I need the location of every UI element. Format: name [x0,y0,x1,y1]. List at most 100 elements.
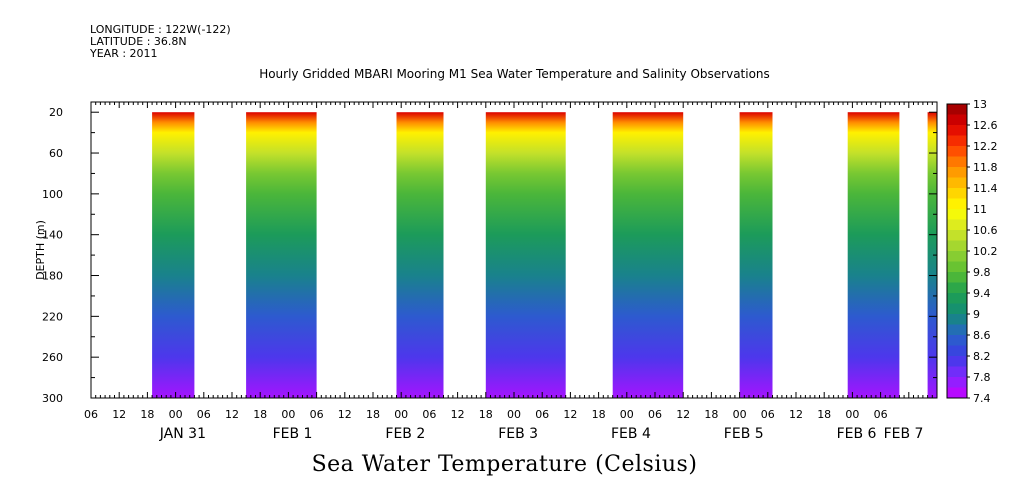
x-tick-label: 06 [310,408,324,421]
x-tick-label: 06 [648,408,662,421]
colorbar-segment [947,314,967,325]
y-tick-label: 180 [42,270,63,283]
data-block-8 [927,112,937,398]
colorbar-label: 8.6 [973,329,991,342]
x-tick-label: 00 [507,408,521,421]
chart-title: Hourly Gridded MBARI Mooring M1 Sea Wate… [259,67,770,81]
latitude-label: LATITUDE : 36.8N [90,35,187,48]
x-tick-label: 18 [140,408,154,421]
colorbar-label: 9 [973,308,980,321]
colorbar-segment [947,104,967,115]
x-tick-label: 18 [479,408,493,421]
x-tick-label: 06 [197,408,211,421]
x-tick-label: 06 [422,408,436,421]
y-tick-label: 300 [42,392,63,405]
year-label: YEAR : 2011 [90,47,158,60]
colorbar-label: 12.6 [973,119,998,132]
colorbar-label: 11 [973,203,987,216]
x-tick-label: 18 [592,408,606,421]
colorbar-segment [947,198,967,210]
data-block-5 [612,112,684,398]
x-tick-label: 00 [620,408,634,421]
colorbar-label: 11.4 [973,182,998,195]
x-day-label: FEB 6 [837,426,877,442]
colorbar-segment [947,167,967,178]
x-tick-label: 12 [225,408,239,421]
colorbar-label: 10.2 [973,245,998,258]
x-tick-label: 00 [281,408,295,421]
x-tick-label: 12 [789,408,803,421]
colorbar-segment [947,240,967,252]
x-tick-label: 18 [817,408,831,421]
x-day-label: FEB 2 [385,426,425,442]
colorbar-segment [947,345,967,357]
x-tick-label: 12 [112,408,126,421]
data-block-7 [847,112,900,398]
x-tick-label: 12 [451,408,465,421]
colorbar-label: 12.2 [973,140,998,153]
colorbar-label: 9.8 [973,266,991,279]
colorbar-segment [947,251,967,262]
x-day-label: JAN 31 [159,426,206,442]
variable-title: Sea Water Temperature (Celsius) [311,452,698,477]
colorbar-segment [947,387,967,399]
colorbar-segment [947,177,967,189]
colorbar-segment [947,324,967,336]
colorbar-segment [947,230,967,241]
colorbar-segment [947,261,967,273]
colorbar-segment [947,366,967,378]
y-tick-label: 100 [42,188,63,201]
colorbar-segment [947,356,967,367]
colorbar-segment [947,125,967,136]
y-axis-label: DEPTH (m) [34,220,47,280]
x-day-label: FEB 1 [273,426,313,442]
data-block-1 [152,112,195,398]
data-block-4 [485,112,566,398]
colorbar-label: 13 [973,98,987,111]
y-tick-label: 260 [42,351,63,364]
x-tick-label: 00 [845,408,859,421]
colorbar-segment [947,114,967,126]
y-tick-label: 140 [42,229,63,242]
colorbar-segment [947,303,967,315]
y-tick-label: 220 [42,310,63,323]
x-day-label: FEB 7 [884,426,924,442]
colorbar-segment [947,156,967,168]
longitude-label: LONGITUDE : 122W(-122) [90,23,231,36]
colorbar-segment [947,272,967,283]
colorbar-segment [947,282,967,294]
data-block-3 [396,112,444,398]
x-tick-label: 12 [563,408,577,421]
colorbar-segment [947,377,967,388]
colorbar-segment [947,209,967,220]
x-tick-label: 18 [253,408,267,421]
x-tick-label: 18 [366,408,380,421]
x-tick-label: 12 [338,408,352,421]
colorbar-label: 10.6 [973,224,998,237]
x-tick-label: 06 [761,408,775,421]
x-tick-label: 18 [704,408,718,421]
colorbar-segment [947,293,967,304]
x-tick-label: 06 [874,408,888,421]
x-day-label: FEB 5 [724,426,764,442]
x-day-label: FEB 3 [498,426,538,442]
colorbar-segment [947,219,967,231]
colorbar-segment [947,146,967,157]
data-block-2 [246,112,317,398]
colorbar-segment [947,335,967,346]
colorbar-label: 11.8 [973,161,998,174]
colorbar-segment [947,135,967,147]
x-tick-label: 00 [169,408,183,421]
x-tick-label: 00 [394,408,408,421]
colorbar-label: 7.8 [973,371,991,384]
data-block-6 [739,112,773,398]
x-tick-label: 12 [676,408,690,421]
x-tick-label: 06 [535,408,549,421]
colorbar-label: 9.4 [973,287,991,300]
colorbar-segment [947,188,967,199]
y-tick-label: 20 [49,106,63,119]
y-tick-label: 60 [49,147,63,160]
x-day-label: FEB 4 [611,426,651,442]
x-tick-label: 06 [84,408,98,421]
